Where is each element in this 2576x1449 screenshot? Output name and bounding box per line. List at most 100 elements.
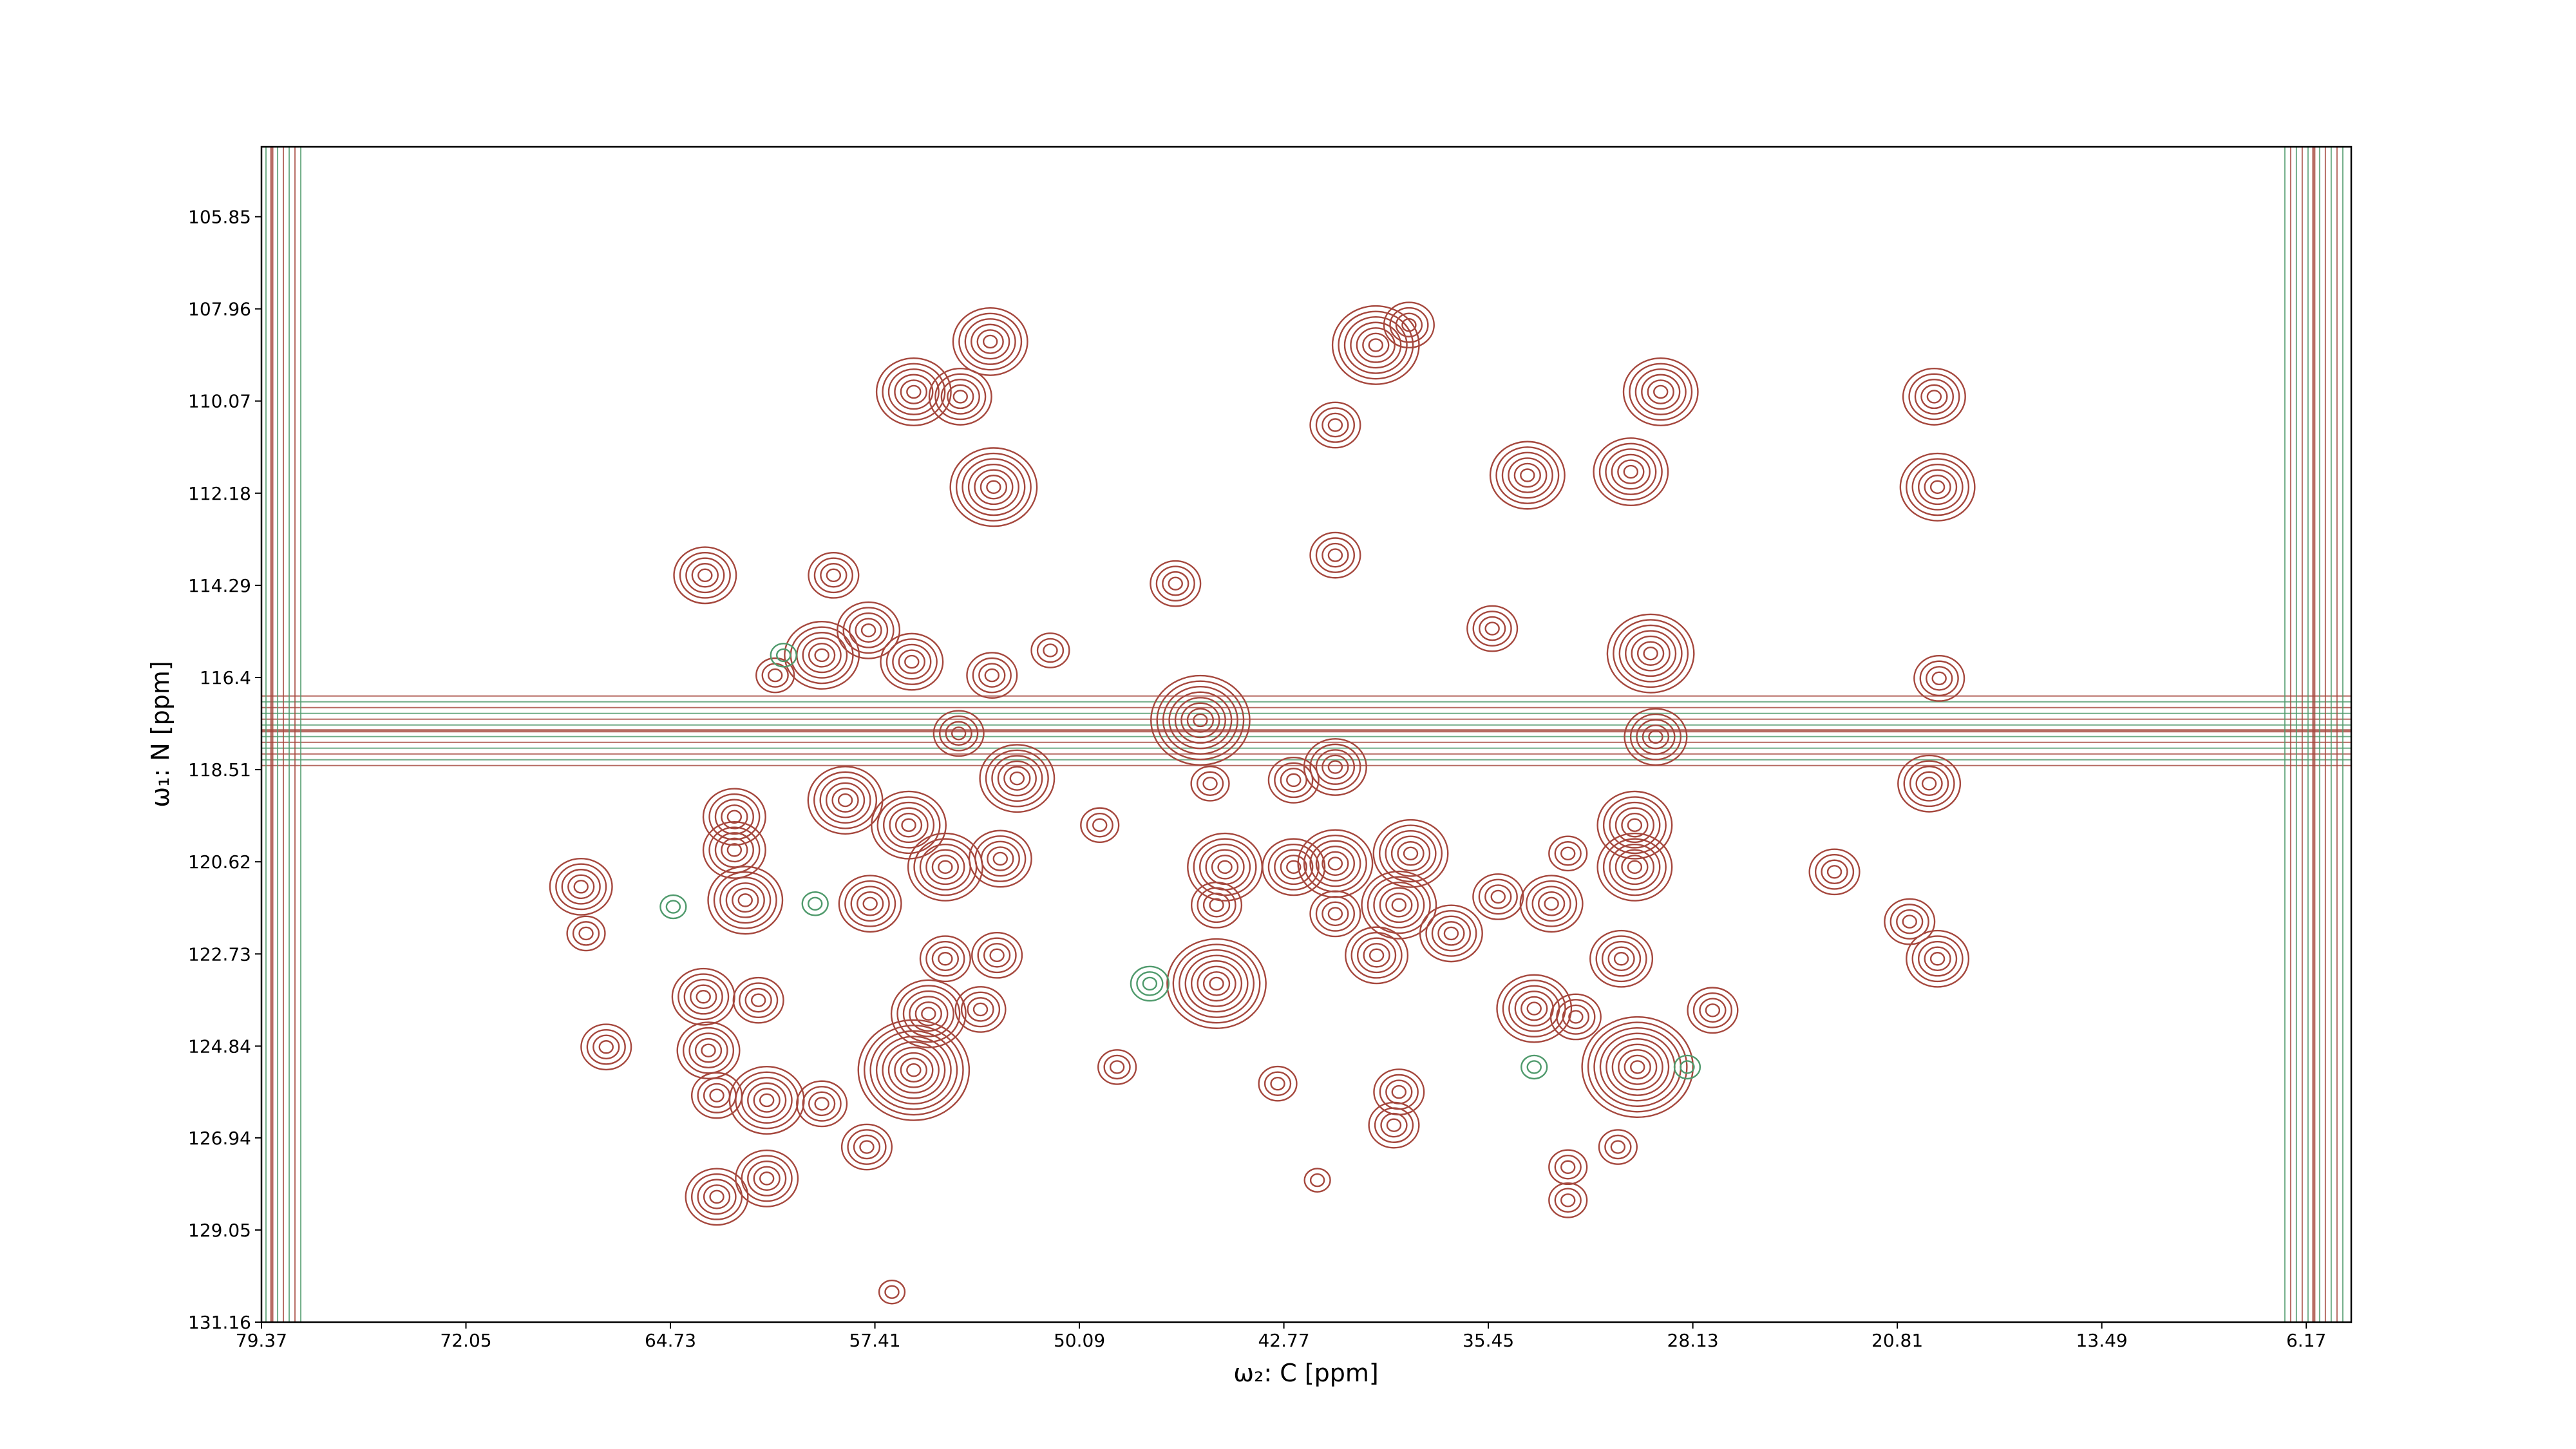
peak-contour xyxy=(808,896,823,911)
peak-contour xyxy=(1598,1129,1638,1165)
peak-contour xyxy=(1896,909,1924,934)
peak-contour xyxy=(1217,860,1233,875)
peak-contour xyxy=(1297,829,1374,898)
peak-contour xyxy=(992,851,1009,866)
y-tick-label: 105.85 xyxy=(188,207,251,228)
peak-contour xyxy=(968,829,1032,888)
peak-contour xyxy=(1548,835,1588,872)
x-tick-label: 20.81 xyxy=(1871,1330,1923,1351)
peak-contour xyxy=(1917,469,1958,506)
peak-contour xyxy=(840,1123,893,1171)
peak-contour xyxy=(860,623,876,638)
peak-contour xyxy=(1338,310,1414,380)
peak-contour xyxy=(679,551,731,599)
y-tick-label: 124.84 xyxy=(188,1036,251,1057)
peak-contour xyxy=(940,379,980,415)
peak-contour xyxy=(1636,719,1676,755)
peak-contour xyxy=(1385,1079,1413,1104)
peak-contour xyxy=(1202,777,1218,791)
peak-contour xyxy=(1808,848,1861,896)
peak-contour xyxy=(1692,992,1733,1028)
peak-contour xyxy=(1917,940,1958,977)
peak-contour xyxy=(1431,915,1472,952)
peak-contour xyxy=(896,985,961,1043)
peak-contour xyxy=(983,943,1011,968)
x-tick-label: 72.05 xyxy=(440,1330,491,1351)
peak-contour xyxy=(1372,819,1449,888)
peak-contour xyxy=(1097,1049,1137,1085)
peak-contour xyxy=(1395,312,1423,337)
peak-contour xyxy=(1621,812,1649,838)
x-axis-label: ω₂: C [ppm] xyxy=(1233,1359,1378,1387)
peak-contour xyxy=(726,843,743,857)
peak-contour xyxy=(1624,1054,1651,1080)
peak-contour xyxy=(958,312,1023,371)
peak-contour xyxy=(880,632,944,691)
peak-contour xyxy=(1202,971,1231,996)
peak-contour xyxy=(814,1097,829,1111)
peak-contour xyxy=(1623,464,1639,479)
peak-contour xyxy=(1641,374,1681,410)
peak-contour xyxy=(1568,1010,1584,1024)
peak-contour xyxy=(1385,829,1437,877)
peak-contour xyxy=(863,1025,964,1116)
peak-contour xyxy=(1391,898,1406,913)
peak-contour xyxy=(960,991,1001,1028)
peak-contour xyxy=(871,790,947,860)
peak-contour xyxy=(1596,832,1673,902)
peak-contour xyxy=(869,1030,958,1110)
peak-contour xyxy=(1931,671,1947,686)
peak-contour xyxy=(1611,1043,1663,1091)
peak-contour xyxy=(1920,384,1948,410)
peak-contour xyxy=(1345,926,1409,985)
peak-contour xyxy=(1618,1049,1658,1085)
peak-contour xyxy=(1589,929,1654,988)
peak-contour xyxy=(721,804,748,829)
peak-contour xyxy=(1643,646,1658,661)
peak-contour xyxy=(1911,463,1964,511)
peak-contour xyxy=(1526,1001,1542,1016)
peak-contour xyxy=(1286,860,1302,875)
peak-contour xyxy=(1350,321,1402,369)
peak-contour xyxy=(741,1155,793,1202)
peak-contour xyxy=(985,749,1049,808)
peak-contour xyxy=(732,887,759,913)
peak-contour xyxy=(1309,840,1361,887)
peak-contour xyxy=(904,654,920,669)
peak-contour xyxy=(1821,859,1848,885)
peak-contour xyxy=(770,643,797,668)
peak-contour xyxy=(890,979,967,1048)
peak-contour xyxy=(1606,613,1695,694)
peak-contour xyxy=(1826,865,1842,879)
peak-contour xyxy=(1647,379,1674,404)
peak-contour xyxy=(1315,896,1355,932)
peak-contour xyxy=(837,793,853,808)
peak-contour xyxy=(1630,1060,1645,1074)
peak-contour xyxy=(759,1171,775,1186)
peak-contour xyxy=(1187,832,1264,902)
peak-contour xyxy=(1554,1154,1582,1180)
x-tick-label: 42.77 xyxy=(1258,1330,1309,1351)
peak-contour xyxy=(1548,1149,1588,1186)
peak-contour xyxy=(1367,876,1431,934)
peak-contour xyxy=(1262,838,1326,896)
plot-frame xyxy=(260,146,2353,1323)
peak-contour xyxy=(592,1034,620,1059)
peak-contour xyxy=(931,946,960,971)
peak-contour xyxy=(1889,904,1929,940)
peak-contour xyxy=(1003,766,1031,791)
peak-contour xyxy=(945,721,972,746)
peak-contour xyxy=(894,374,934,410)
peak-contour xyxy=(688,1032,728,1068)
peak-contour xyxy=(1593,437,1669,507)
peak-contour xyxy=(1501,451,1553,499)
peak-contour xyxy=(1286,773,1302,788)
peak-contour xyxy=(882,363,946,421)
peak-contour xyxy=(966,652,1018,699)
peak-contour xyxy=(1605,1038,1670,1096)
peak-contour xyxy=(677,973,730,1021)
peak-contour xyxy=(1601,940,1642,977)
peak-contour xyxy=(900,379,927,404)
peak-contour xyxy=(1653,384,1669,399)
